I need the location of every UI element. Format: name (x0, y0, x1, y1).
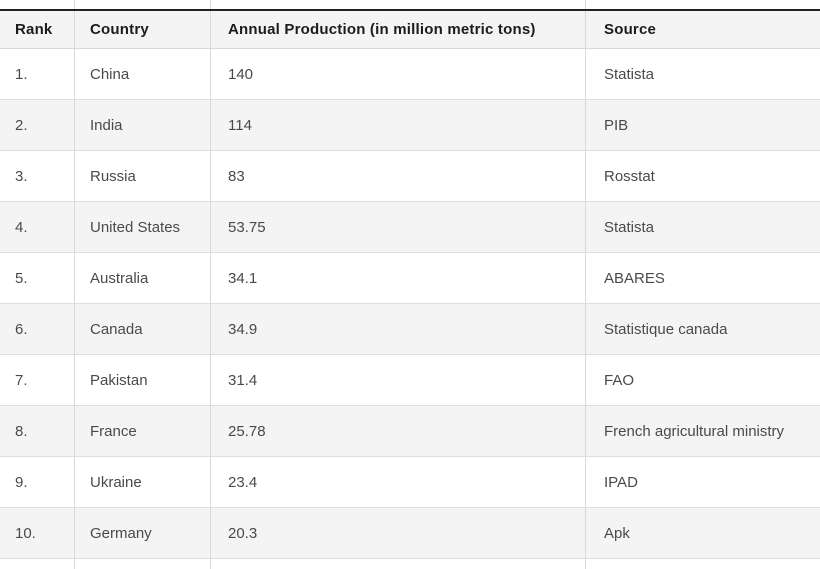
rank-cell: 4. (0, 202, 75, 252)
production-cell: 114 (211, 100, 586, 150)
table-bottom-overflow-row (0, 559, 820, 569)
overflow-cell (75, 559, 211, 569)
table-row: 6. Canada 34.9 Statistique canada (0, 304, 820, 355)
column-header-source: Source (604, 21, 657, 38)
rank-cell: 9. (0, 457, 75, 507)
table-row: 7. Pakistan 31.4 FAO (0, 355, 820, 406)
table-row: 2. India 114 PIB (0, 100, 820, 151)
table-row: 4. United States 53.75 Statista (0, 202, 820, 253)
table-row: 9. Ukraine 23.4 IPAD (0, 457, 820, 508)
table-row: 3. Russia 83 Rosstat (0, 151, 820, 202)
table-row: 5. Australia 34.1 ABARES (0, 253, 820, 304)
table-top-overflow-row (0, 0, 820, 9)
table-row: 8. France 25.78 French agricultural mini… (0, 406, 820, 457)
source-cell: Statistique canada (604, 320, 728, 338)
production-cell: 25.78 (211, 406, 586, 456)
rank-cell: 7. (0, 355, 75, 405)
country-cell: Ukraine (75, 457, 211, 507)
overflow-cell (586, 559, 820, 569)
country-cell: Canada (75, 304, 211, 354)
country-cell: Germany (75, 508, 211, 558)
production-cell: 140 (211, 49, 586, 99)
rank-cell: 2. (0, 100, 75, 150)
production-cell: 34.1 (211, 253, 586, 303)
source-cell: IPAD (604, 473, 638, 491)
country-cell: India (75, 100, 211, 150)
country-cell: United States (75, 202, 211, 252)
column-header-country: Country (75, 11, 211, 48)
country-cell: Australia (75, 253, 211, 303)
production-cell: 31.4 (211, 355, 586, 405)
overflow-cell (0, 559, 75, 569)
overflow-cell (75, 0, 211, 9)
production-cell: 20.3 (211, 508, 586, 558)
production-cell: 34.9 (211, 304, 586, 354)
rank-cell: 3. (0, 151, 75, 201)
source-cell: PIB (604, 116, 629, 134)
table-row: 1. China 140 Statista (0, 49, 820, 100)
rank-cell: 6. (0, 304, 75, 354)
country-cell: Pakistan (75, 355, 211, 405)
production-cell: 23.4 (211, 457, 586, 507)
overflow-cell (586, 0, 820, 9)
overflow-cell (211, 0, 586, 9)
rank-cell: 1. (0, 49, 75, 99)
production-cell: 83 (211, 151, 586, 201)
source-cell: Statista (604, 65, 655, 83)
source-cell: Rosstat (604, 167, 655, 185)
source-cell: French agricultural ministry (604, 422, 785, 440)
column-header-rank: Rank (0, 11, 75, 48)
rank-cell: 8. (0, 406, 75, 456)
country-cell: China (75, 49, 211, 99)
overflow-cell (211, 559, 586, 569)
table-header-row: Rank Country Annual Production (in milli… (0, 9, 820, 49)
source-cell: Statista (604, 218, 655, 236)
production-cell: 53.75 (211, 202, 586, 252)
table-row: 10. Germany 20.3 Apk (0, 508, 820, 559)
source-cell: Apk (604, 524, 630, 542)
rank-cell: 10. (0, 508, 75, 558)
column-header-production: Annual Production (in million metric ton… (211, 11, 586, 48)
rank-cell: 5. (0, 253, 75, 303)
country-cell: Russia (75, 151, 211, 201)
overflow-cell (0, 0, 75, 9)
country-cell: France (75, 406, 211, 456)
source-cell: FAO (604, 371, 635, 389)
source-cell: ABARES (604, 269, 665, 287)
